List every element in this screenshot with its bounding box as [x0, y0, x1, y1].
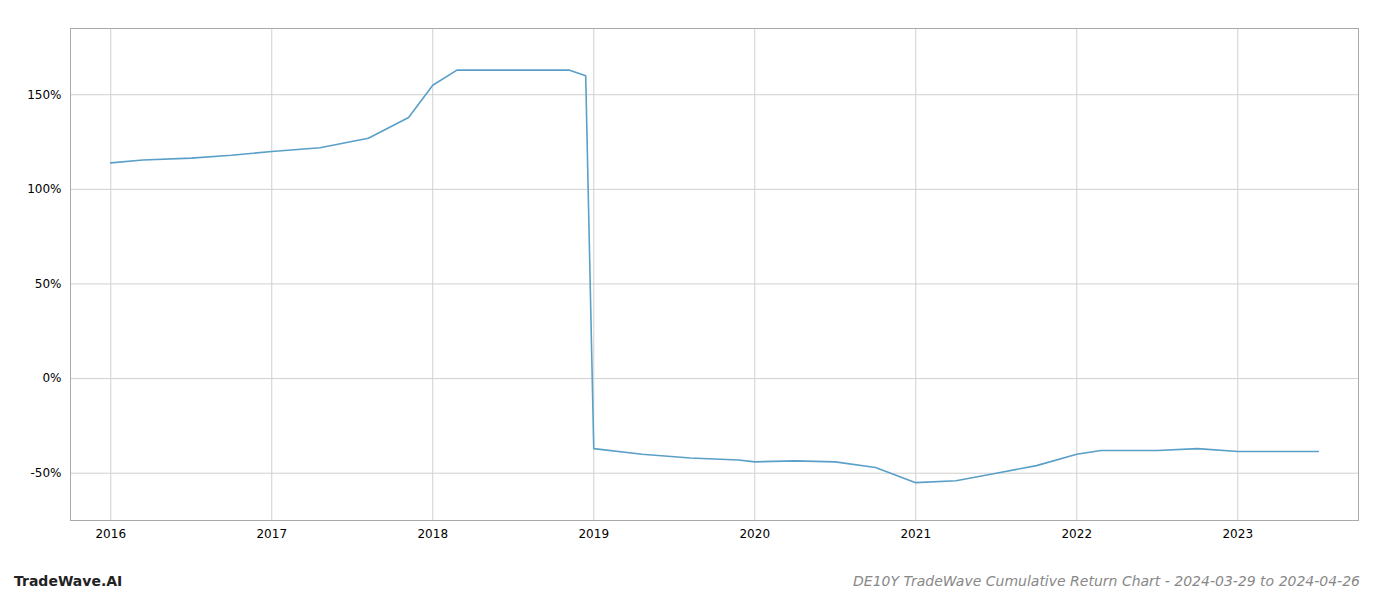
svg-text:2021: 2021	[900, 527, 931, 541]
html-text:TradeWave.AI: TradeWave.AI	[14, 573, 123, 589]
svg-text:0%: 0%	[42, 371, 61, 385]
svg-text:-50%: -50%	[30, 466, 61, 480]
svg-text:2017: 2017	[256, 527, 287, 541]
svg-text:100%: 100%	[27, 182, 61, 196]
svg-text:2022: 2022	[1061, 527, 1092, 541]
svg-text:2019: 2019	[578, 527, 609, 541]
svg-text:2023: 2023	[1222, 527, 1253, 541]
svg-text:50%: 50%	[35, 277, 62, 291]
svg-text:2016: 2016	[95, 527, 126, 541]
svg-text:2020: 2020	[739, 527, 770, 541]
svg-text:150%: 150%	[27, 88, 61, 102]
svg-text:2018: 2018	[417, 527, 448, 541]
html-text:DE10Y TradeWave Cumulative Ret: DE10Y TradeWave Cumulative Return Chart …	[853, 573, 1360, 589]
